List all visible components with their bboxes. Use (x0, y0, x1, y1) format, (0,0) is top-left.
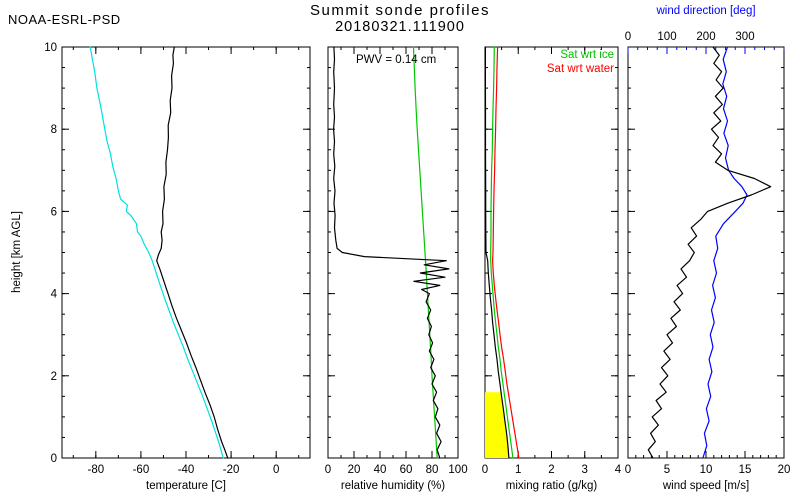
relative-humidity-xtick-label: 0 (325, 464, 331, 476)
credit-text: NOAA-ESRL-PSD (8, 12, 121, 27)
temperature-xtick-label: -40 (178, 464, 195, 476)
wind-frame (627, 46, 785, 459)
relative-humidity-xtick-label: 80 (426, 464, 439, 476)
temperature-xtick-label: -60 (133, 464, 150, 476)
mixing-ratio-xtick-label: 3 (582, 464, 588, 476)
relative-humidity-ticks (327, 46, 459, 459)
legend-sat-wrt-water: Sat wrt water (546, 63, 614, 75)
height-axis-label: height [km AGL] (11, 211, 23, 293)
relative-humidity-axis-label: relative humidity (%) (340, 480, 446, 492)
height-tick-label: 10 (44, 42, 57, 54)
wind-xtick-label: 15 (739, 464, 752, 476)
temperature-ticks (62, 46, 310, 459)
mixing-ratio-xtick-label: 1 (515, 464, 521, 476)
mixing-ratio-xtick-label: 0 (482, 464, 488, 476)
wind-xtick-label: 0 (625, 464, 631, 476)
height-tick-label: 2 (51, 371, 57, 383)
relative-humidity-xtick-label: 60 (400, 464, 413, 476)
mixing-ratio-panel: 0 1 2 3 4 (482, 46, 622, 476)
wind-x2-ticks (627, 47, 785, 54)
wind-x2tick-label: 100 (657, 31, 676, 43)
rh-smooth-line (412, 46, 438, 459)
wind-direction-line (702, 46, 748, 459)
temperature-xtick-label: -80 (88, 464, 105, 476)
height-tick-label: 0 (51, 453, 57, 465)
rh-measured-line (333, 46, 450, 459)
relative-humidity-xtick-label: 100 (448, 464, 467, 476)
page-title: Summit sonde profiles (310, 2, 490, 19)
mixing-ratio-axis-label: mixing ratio (g/kg) (505, 480, 598, 492)
pwv-annotation: PWV = 0.14 cm (356, 54, 437, 66)
wind-x2tick-label: 300 (735, 31, 754, 43)
mixing-ratio-xtick-label: 2 (548, 464, 554, 476)
legend-sat-wrt-ice: Sat wrt ice (560, 49, 614, 61)
plot-date-subtitle: 20180321.111900 (335, 19, 465, 35)
relative-humidity-panel: 0 20 40 60 80 100 (325, 46, 468, 476)
wind-x2tick-label: 200 (696, 31, 715, 43)
height-tick-label: 4 (51, 289, 58, 301)
wind-ticks (627, 46, 785, 459)
mixing-ratio-measured-line (484, 46, 510, 459)
temperature-line (156, 46, 229, 459)
height-tick-label: 6 (51, 206, 57, 218)
dew-frost-point-line (89, 46, 224, 459)
relative-humidity-xtick-label: 40 (374, 464, 387, 476)
relative-humidity-frame (327, 46, 459, 459)
wind-speed-line (647, 46, 772, 459)
wind-panel: 0 5 10 15 200 100 200 300 (625, 31, 791, 476)
wind-xtick-label: 10 (700, 464, 713, 476)
temperature-panel: -80 -60 -40 -20 0 0 2 4 6 8 10 (44, 42, 311, 476)
wind-x2tick-label: 0 (625, 31, 631, 43)
temperature-xtick-label: -20 (223, 464, 240, 476)
temperature-xtick-label: 0 (273, 464, 279, 476)
relative-humidity-xtick-label: 20 (348, 464, 361, 476)
sat-wrt-water-line (492, 46, 520, 459)
sat-wrt-ice-line (490, 46, 514, 459)
mixing-ratio-xtick-label: 4 (615, 464, 622, 476)
wind-xtick-label: 5 (664, 464, 670, 476)
temperature-frame (61, 46, 311, 459)
height-tick-label: 8 (51, 124, 57, 136)
wind-xtick-label: 20 (778, 464, 791, 476)
wind-direction-axis-title: wind direction [deg] (656, 5, 756, 17)
temperature-axis-label: temperature [C] (146, 480, 226, 492)
wind-speed-axis-label: wind speed [m/s] (662, 480, 750, 492)
